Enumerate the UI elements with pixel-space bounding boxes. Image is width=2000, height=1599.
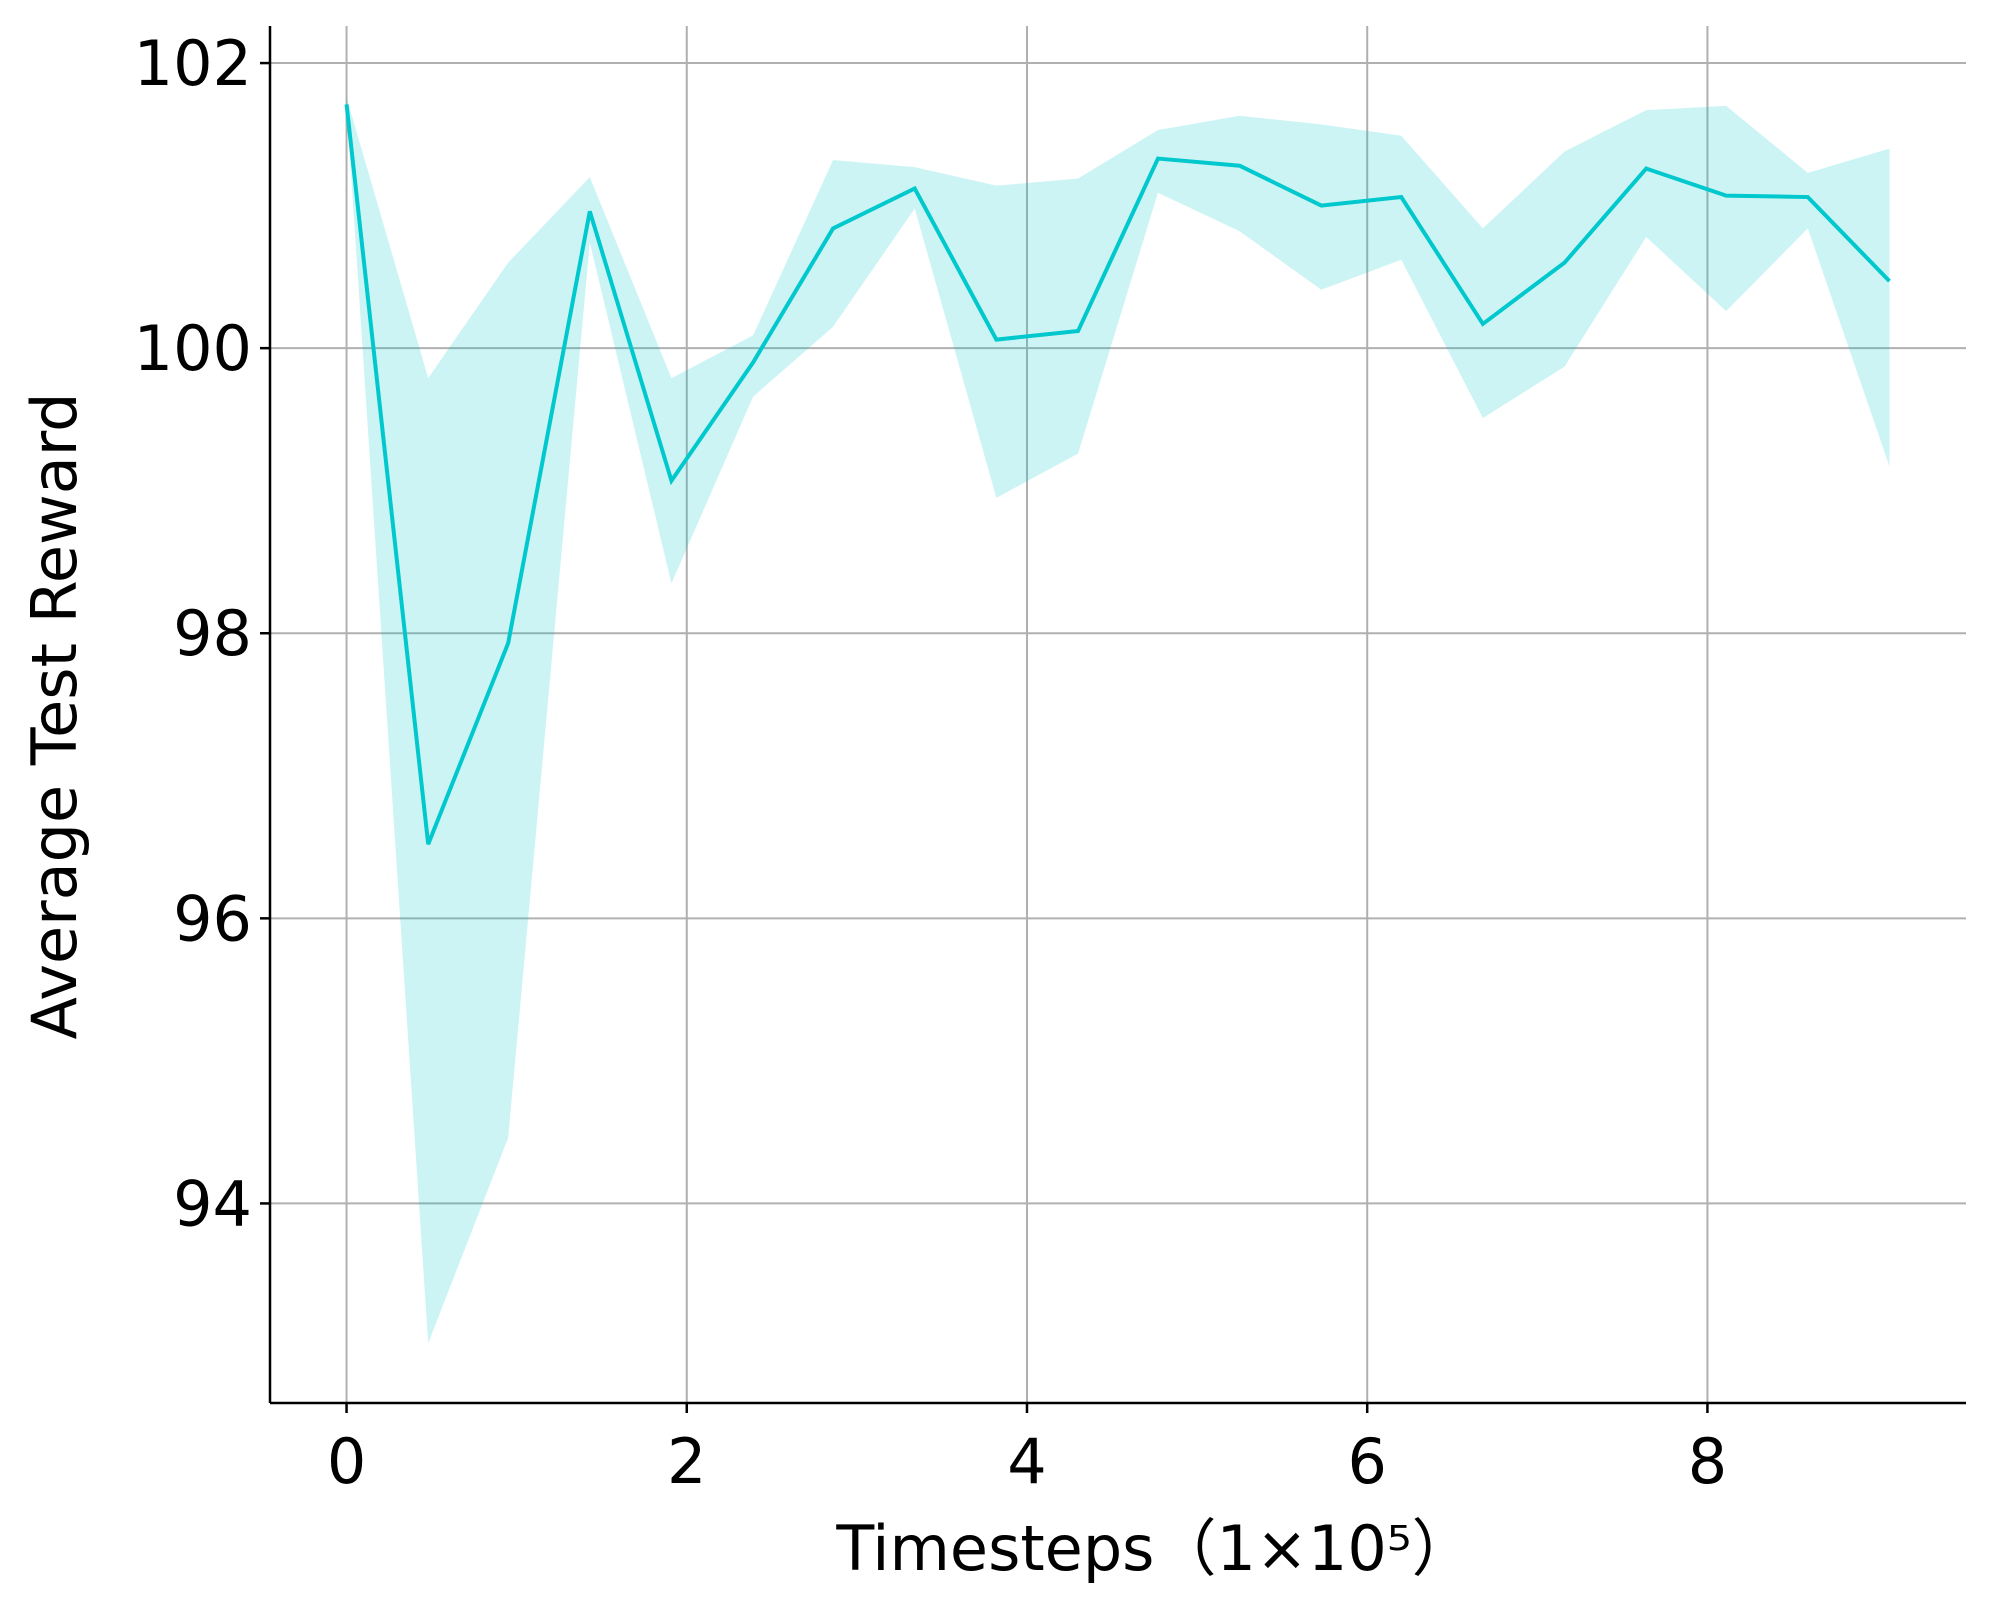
y-axis-label: Average Test Reward xyxy=(18,392,91,1039)
y-tick-label: 102 xyxy=(134,27,252,100)
x-tick-label: 8 xyxy=(1688,1425,1727,1498)
x-tick-label: 4 xyxy=(1007,1425,1046,1498)
line xyxy=(344,104,1891,845)
x-tick-label: 6 xyxy=(1347,1425,1386,1498)
confidence-band xyxy=(346,97,1890,1344)
y-tick-label: 98 xyxy=(173,597,252,670)
y-tick-label: 100 xyxy=(134,312,252,385)
x-axis-label: Timesteps（1×10⁵） xyxy=(835,1512,1473,1585)
x-tick-label: 2 xyxy=(667,1425,706,1498)
y-tick-label: 96 xyxy=(173,882,252,955)
y-tick-label: 94 xyxy=(173,1167,252,1240)
x-tick-label: 0 xyxy=(327,1425,366,1498)
